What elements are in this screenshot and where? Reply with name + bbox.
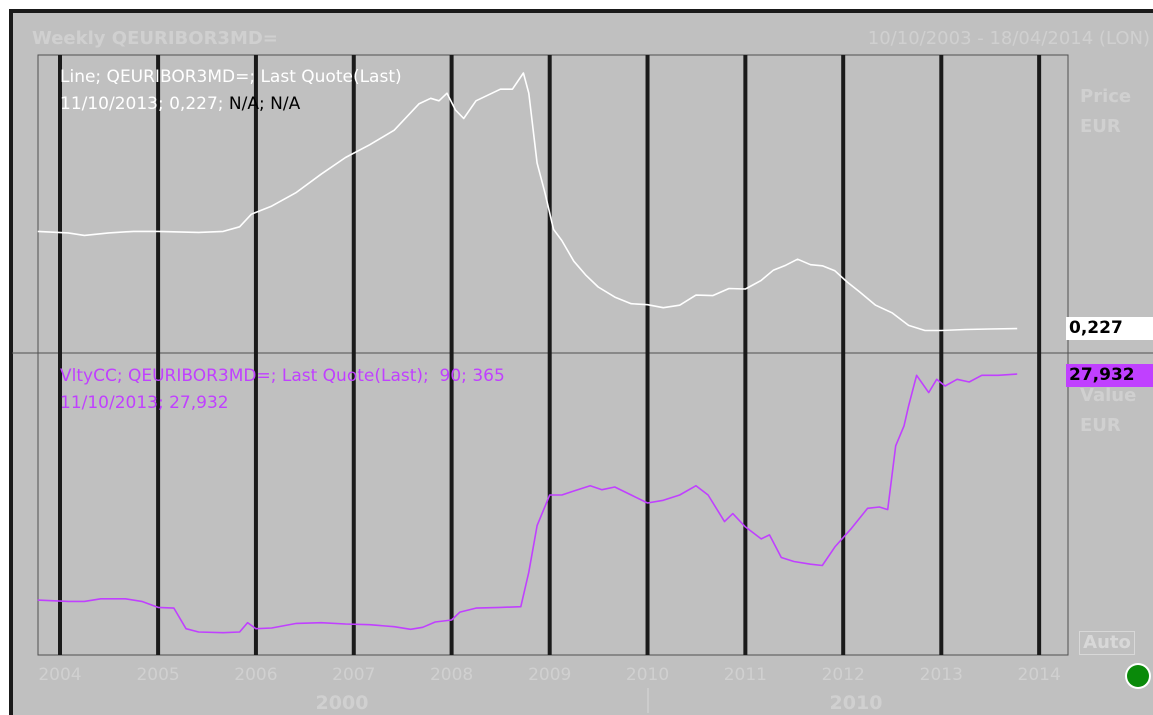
x-tick-label-2012: 2012 (822, 665, 865, 685)
volatility-legend-line2: 11/10/2013; 27,932 (60, 393, 229, 413)
x-tick-label-2008: 2008 (430, 665, 473, 685)
price-last-value-badge: 0,227 (1066, 317, 1153, 340)
price-legend-line2: 11/10/2013; 0,227; N/A; N/A (60, 94, 301, 114)
price-legend-values: 11/10/2013; 0,227; (60, 94, 229, 114)
volatility-last-value-badge: 27,932 (1066, 364, 1153, 387)
auto-scale-button[interactable]: Auto (1079, 631, 1135, 655)
decade-label-2010: 2010 (830, 692, 883, 714)
price-series-line (37, 72, 1018, 332)
value-axis-label: Value (1080, 385, 1136, 406)
x-tick-label-2014: 2014 (1018, 665, 1061, 685)
price-axis-unit: EUR (1080, 116, 1121, 137)
year-gridlines (58, 55, 1042, 655)
x-tick-label-2005: 2005 (136, 665, 179, 685)
x-tick-label-2006: 2006 (234, 665, 277, 685)
price-legend-na: N/A; N/A (229, 94, 301, 114)
x-tick-label-2010: 2010 (626, 665, 669, 685)
status-indicator-icon (1127, 665, 1149, 687)
window-left-border-line (9, 9, 13, 715)
price-axis-label: Price (1080, 86, 1131, 107)
x-tick-label-2011: 2011 (724, 665, 767, 685)
date-range: 10/10/2003 - 18/04/2014 (LON) (868, 28, 1150, 49)
chart-title: Weekly QEURIBOR3MD= (32, 28, 278, 49)
decade-label-2000: 2000 (316, 692, 369, 714)
x-tick-label-2007: 2007 (332, 665, 375, 685)
x-axis-year-labels: 2004 2005 2006 2007 2008 2009 2010 2011 2012 2013… (38, 665, 1060, 685)
price-legend-line1: Line; QEURIBOR3MD=; Last Quote(Last) (60, 67, 402, 87)
x-tick-label-2009: 2009 (528, 665, 571, 685)
volatility-series-line (37, 373, 1018, 634)
x-tick-label-2013: 2013 (920, 665, 963, 685)
window-top-border-line (12, 9, 1153, 13)
plot-area (37, 54, 1069, 656)
value-axis-unit: EUR (1080, 415, 1121, 436)
x-tick-label-2004: 2004 (38, 665, 81, 685)
volatility-legend-line1: VltyCC; QEURIBOR3MD=; Last Quote(Last); … (60, 366, 505, 386)
